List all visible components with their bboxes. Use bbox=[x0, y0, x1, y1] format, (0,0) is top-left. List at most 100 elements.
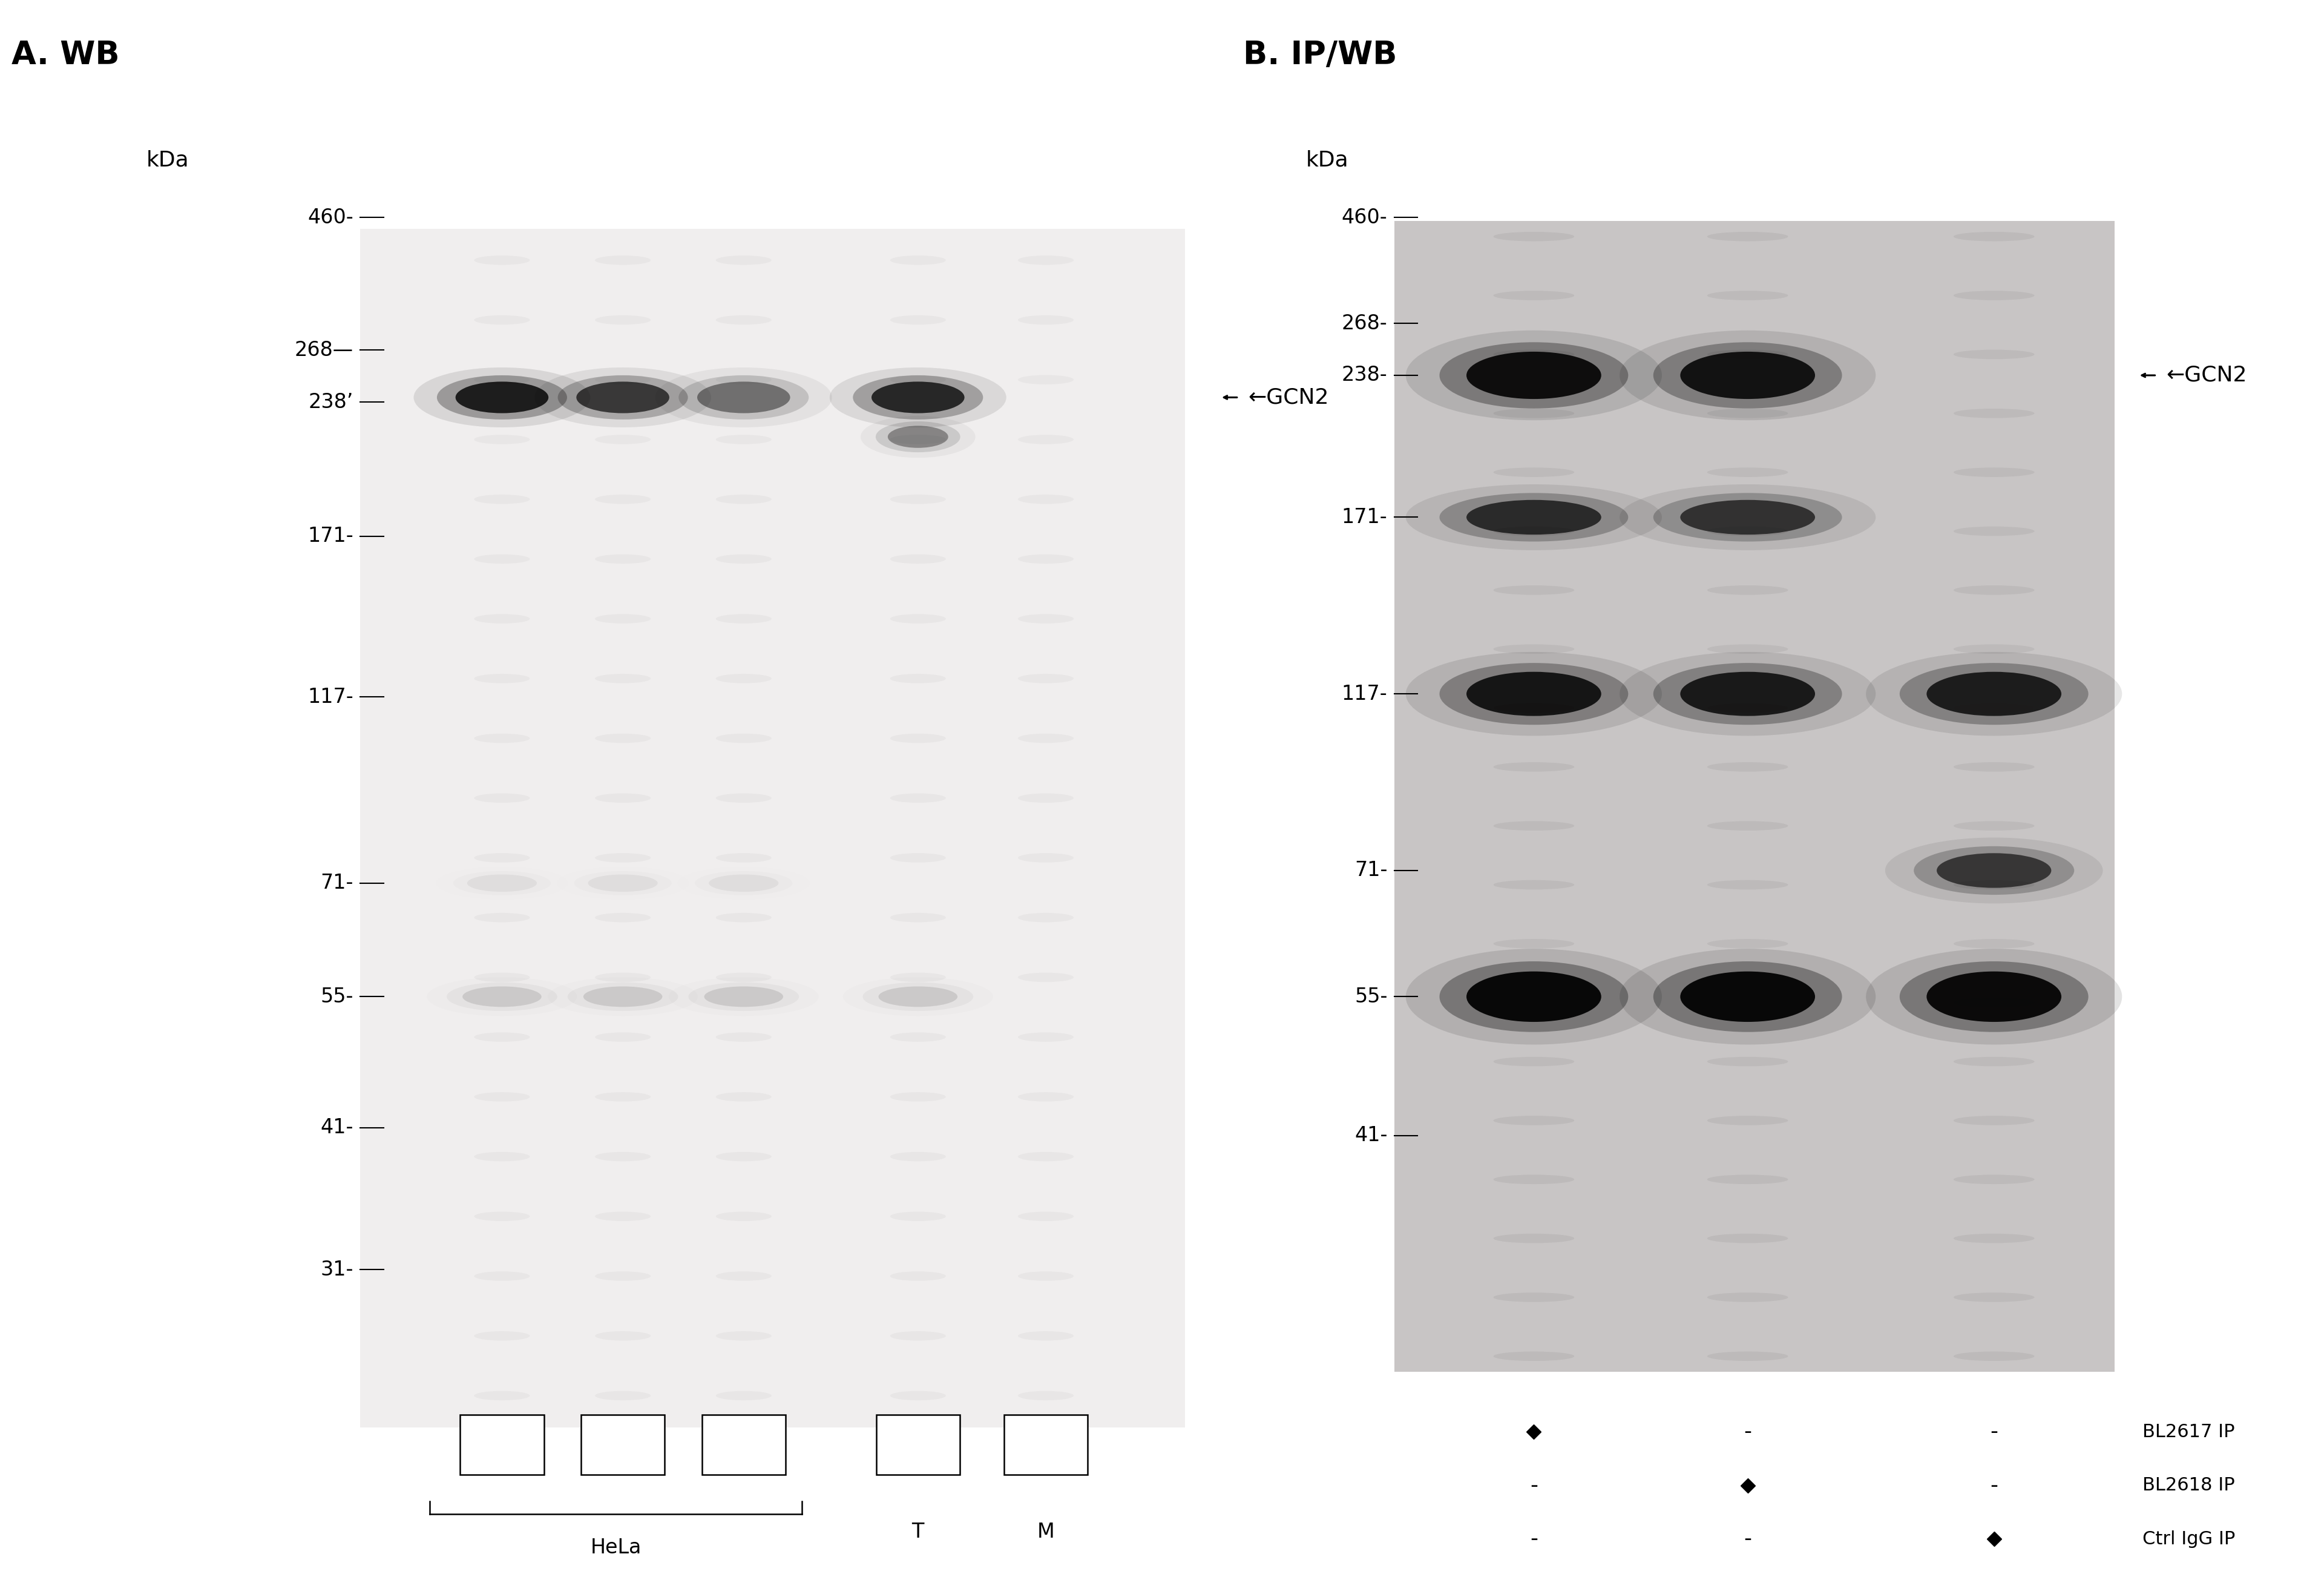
Ellipse shape bbox=[1494, 585, 1573, 595]
Text: ←GCN2: ←GCN2 bbox=[1248, 386, 1329, 408]
Text: 55-: 55- bbox=[321, 987, 353, 1006]
Text: -: - bbox=[1743, 1528, 1752, 1550]
Ellipse shape bbox=[1680, 971, 1815, 1022]
Ellipse shape bbox=[1708, 527, 1787, 536]
Ellipse shape bbox=[1406, 949, 1662, 1044]
Ellipse shape bbox=[1954, 1117, 2034, 1126]
Ellipse shape bbox=[558, 375, 688, 419]
Ellipse shape bbox=[1652, 962, 1843, 1031]
Ellipse shape bbox=[1466, 672, 1601, 716]
Ellipse shape bbox=[1954, 1057, 2034, 1066]
Ellipse shape bbox=[1406, 484, 1662, 550]
Ellipse shape bbox=[1652, 342, 1843, 408]
Bar bbox=[1394, 221, 2115, 1372]
Ellipse shape bbox=[1708, 350, 1787, 360]
Ellipse shape bbox=[1708, 1057, 1787, 1066]
Ellipse shape bbox=[1466, 352, 1601, 399]
Ellipse shape bbox=[1620, 949, 1875, 1044]
Text: B. IP/WB: B. IP/WB bbox=[1243, 39, 1397, 71]
Ellipse shape bbox=[1708, 703, 1787, 713]
Ellipse shape bbox=[1866, 949, 2122, 1044]
Ellipse shape bbox=[1620, 651, 1875, 736]
Text: 5: 5 bbox=[737, 1435, 751, 1454]
Ellipse shape bbox=[1494, 1351, 1573, 1361]
Ellipse shape bbox=[1708, 762, 1787, 771]
Text: HeLa: HeLa bbox=[590, 1538, 641, 1558]
Text: -: - bbox=[1989, 1421, 1999, 1443]
Ellipse shape bbox=[1954, 645, 2034, 654]
Ellipse shape bbox=[1708, 1293, 1787, 1303]
Ellipse shape bbox=[1494, 1293, 1573, 1303]
Ellipse shape bbox=[1494, 880, 1573, 889]
Text: 117-: 117- bbox=[1341, 684, 1387, 703]
Text: 71-: 71- bbox=[321, 874, 353, 893]
Ellipse shape bbox=[1708, 585, 1787, 595]
Ellipse shape bbox=[1708, 822, 1787, 831]
Ellipse shape bbox=[697, 382, 790, 413]
Ellipse shape bbox=[704, 987, 783, 1008]
Ellipse shape bbox=[1708, 998, 1787, 1008]
Ellipse shape bbox=[1708, 1351, 1787, 1361]
Ellipse shape bbox=[1494, 822, 1573, 831]
Ellipse shape bbox=[535, 367, 711, 427]
Text: -: - bbox=[1989, 1474, 1999, 1497]
Bar bbox=[360, 229, 1185, 1427]
Ellipse shape bbox=[1936, 853, 2052, 888]
Ellipse shape bbox=[1954, 762, 2034, 771]
Text: 171-: 171- bbox=[1341, 508, 1387, 527]
Ellipse shape bbox=[576, 382, 669, 413]
Ellipse shape bbox=[1927, 971, 2061, 1022]
Bar bbox=[702, 1415, 786, 1474]
Ellipse shape bbox=[1708, 938, 1787, 948]
Ellipse shape bbox=[1954, 880, 2034, 889]
Ellipse shape bbox=[1494, 1175, 1573, 1184]
Ellipse shape bbox=[1708, 880, 1787, 889]
Ellipse shape bbox=[1494, 1233, 1573, 1243]
Ellipse shape bbox=[1954, 527, 2034, 536]
Ellipse shape bbox=[583, 987, 662, 1008]
Ellipse shape bbox=[1927, 672, 2061, 716]
Ellipse shape bbox=[1954, 1293, 2034, 1303]
Ellipse shape bbox=[1494, 1117, 1573, 1126]
Ellipse shape bbox=[1708, 1117, 1787, 1126]
Ellipse shape bbox=[1708, 645, 1787, 654]
Ellipse shape bbox=[1680, 352, 1815, 399]
Ellipse shape bbox=[1439, 962, 1629, 1031]
Text: A. WB: A. WB bbox=[12, 39, 121, 71]
Ellipse shape bbox=[456, 382, 548, 413]
Text: T: T bbox=[911, 1522, 925, 1542]
Ellipse shape bbox=[1954, 822, 2034, 831]
Ellipse shape bbox=[1708, 408, 1787, 418]
Text: 71-: 71- bbox=[1355, 861, 1387, 880]
Text: 50: 50 bbox=[488, 1435, 516, 1454]
Text: 50: 50 bbox=[1032, 1435, 1060, 1454]
Text: kDa: kDa bbox=[1306, 150, 1348, 170]
Ellipse shape bbox=[1466, 971, 1601, 1022]
Text: 171-: 171- bbox=[307, 527, 353, 546]
Ellipse shape bbox=[1494, 938, 1573, 948]
Text: 41-: 41- bbox=[321, 1118, 353, 1137]
Ellipse shape bbox=[1885, 837, 2103, 904]
Ellipse shape bbox=[1620, 484, 1875, 550]
Ellipse shape bbox=[1708, 232, 1787, 241]
Ellipse shape bbox=[1913, 847, 2075, 894]
Text: BL2617 IP: BL2617 IP bbox=[2143, 1422, 2236, 1441]
Bar bbox=[1004, 1415, 1088, 1474]
Ellipse shape bbox=[1899, 662, 2089, 725]
Text: 460-: 460- bbox=[307, 208, 353, 227]
Ellipse shape bbox=[1439, 494, 1629, 541]
Text: 55-: 55- bbox=[1355, 987, 1387, 1006]
Ellipse shape bbox=[1406, 651, 1662, 736]
Text: kDa: kDa bbox=[146, 150, 188, 170]
Ellipse shape bbox=[1652, 494, 1843, 541]
Text: -: - bbox=[1743, 1421, 1752, 1443]
Ellipse shape bbox=[1494, 467, 1573, 476]
Ellipse shape bbox=[1954, 408, 2034, 418]
Text: 15: 15 bbox=[609, 1435, 637, 1454]
Text: 41-: 41- bbox=[1355, 1126, 1387, 1145]
Ellipse shape bbox=[1708, 467, 1787, 476]
Text: M: M bbox=[1037, 1522, 1055, 1542]
Ellipse shape bbox=[1954, 1175, 2034, 1184]
Ellipse shape bbox=[1494, 998, 1573, 1008]
Text: 238’: 238’ bbox=[309, 393, 353, 412]
